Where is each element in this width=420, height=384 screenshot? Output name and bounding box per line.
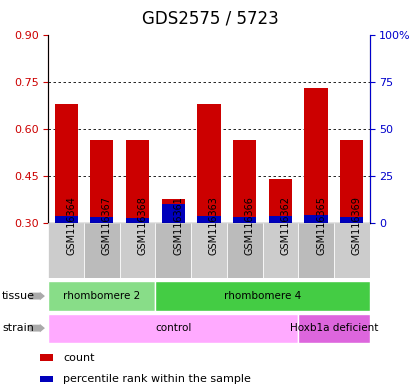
- Text: rhombomere 4: rhombomere 4: [224, 291, 301, 301]
- Text: count: count: [63, 353, 95, 363]
- Bar: [55, 216, 78, 223]
- Bar: [340, 140, 363, 223]
- Bar: [298, 223, 334, 278]
- Text: control: control: [155, 323, 192, 333]
- Text: GSM116365: GSM116365: [316, 196, 326, 255]
- Text: GDS2575 / 5723: GDS2575 / 5723: [142, 10, 278, 28]
- Bar: [197, 216, 220, 223]
- Bar: [262, 223, 298, 278]
- Bar: [334, 223, 370, 278]
- Text: GSM116364: GSM116364: [66, 196, 76, 255]
- Text: GSM116362: GSM116362: [281, 196, 290, 255]
- Bar: [304, 215, 328, 223]
- Text: GSM116367: GSM116367: [102, 196, 112, 255]
- Bar: [162, 204, 185, 223]
- Bar: [48, 223, 84, 278]
- Bar: [304, 88, 328, 223]
- Bar: [84, 223, 120, 278]
- Bar: [155, 281, 370, 311]
- Text: percentile rank within the sample: percentile rank within the sample: [63, 374, 251, 384]
- Bar: [90, 217, 113, 223]
- Bar: [233, 140, 256, 223]
- Bar: [191, 223, 227, 278]
- Text: GSM116366: GSM116366: [244, 196, 255, 255]
- Bar: [162, 199, 185, 223]
- Bar: [298, 314, 370, 343]
- Bar: [48, 281, 155, 311]
- Text: tissue: tissue: [2, 291, 35, 301]
- Bar: [48, 314, 298, 343]
- Bar: [233, 217, 256, 223]
- Bar: [90, 140, 113, 223]
- Bar: [197, 104, 220, 223]
- Text: strain: strain: [2, 323, 34, 333]
- Bar: [227, 223, 262, 278]
- Text: GSM116361: GSM116361: [173, 196, 183, 255]
- Text: GSM116368: GSM116368: [138, 196, 147, 255]
- Bar: [269, 179, 292, 223]
- Text: GSM116363: GSM116363: [209, 196, 219, 255]
- Bar: [40, 376, 53, 382]
- Bar: [40, 354, 53, 361]
- Bar: [126, 218, 149, 223]
- Text: rhombomere 2: rhombomere 2: [63, 291, 140, 301]
- Bar: [155, 223, 191, 278]
- Text: GSM116369: GSM116369: [352, 196, 362, 255]
- Bar: [126, 140, 149, 223]
- Bar: [120, 223, 155, 278]
- Bar: [269, 217, 292, 223]
- Bar: [340, 217, 363, 223]
- Text: Hoxb1a deficient: Hoxb1a deficient: [290, 323, 378, 333]
- Bar: [55, 104, 78, 223]
